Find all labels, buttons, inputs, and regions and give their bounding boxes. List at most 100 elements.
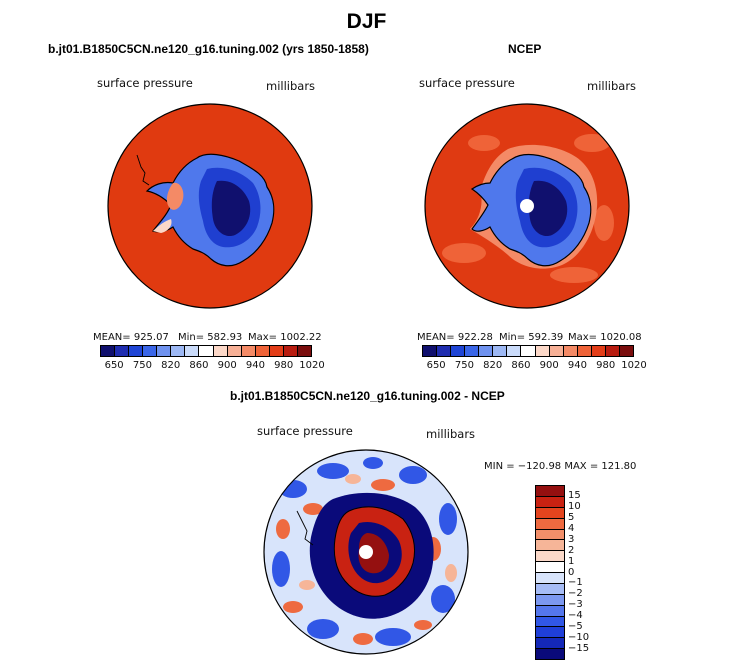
diff-units-label: millibars <box>426 427 476 441</box>
diff-colorbar-tick-label: −3 <box>568 599 583 611</box>
right-colorbar-swatch <box>423 346 438 356</box>
left-colorbar-swatch <box>213 346 228 356</box>
right-colorbar-tick-label: 1020 <box>621 360 647 371</box>
diff-variable-label: surface pressure <box>257 424 353 438</box>
right-colorbar-tick-label: 980 <box>596 360 616 371</box>
left-panel-title: b.jt01.B1850C5CN.ne120_g16.tuning.002 (y… <box>48 42 369 56</box>
left-colorbar-swatch <box>101 346 116 356</box>
diff-colorbar-tick-label: 5 <box>568 511 575 523</box>
left-colorbar-swatch <box>171 346 186 356</box>
diff-colorbar-swatch <box>536 627 564 639</box>
diff-colorbar-tick-label: 10 <box>568 500 581 512</box>
right-colorbar-swatch <box>591 346 606 356</box>
right-colorbar-tick-label: 860 <box>511 360 531 371</box>
left-colorbar-swatch <box>143 346 158 356</box>
right-colorbar-swatch <box>577 346 592 356</box>
left-min-stat: Min= 582.93 <box>178 332 243 343</box>
diff-polar-map <box>263 449 469 655</box>
diff-colorbar-tick-label: 4 <box>568 522 575 534</box>
right-colorbar-tick-label: 750 <box>454 360 474 371</box>
right-colorbar-swatch <box>451 346 466 356</box>
left-colorbar-swatch <box>157 346 172 356</box>
diff-colorbar-tick-label: 0 <box>568 566 575 578</box>
diff-colorbar-tick-label: 3 <box>568 533 575 545</box>
left-colorbar-tick-label: 1020 <box>299 360 325 371</box>
right-colorbar-swatch <box>493 346 508 356</box>
left-colorbar-tick-label: 820 <box>161 360 181 371</box>
right-colorbar-swatch <box>521 346 536 356</box>
diff-colorbar-swatch <box>536 507 564 519</box>
right-colorbar-tick-label: 940 <box>567 360 587 371</box>
diff-colorbar-tick-label: −5 <box>568 621 583 633</box>
diff-colorbar-swatch <box>536 605 564 617</box>
diff-colorbar-swatch <box>536 540 564 552</box>
left-colorbar-tick-label: 940 <box>245 360 265 371</box>
right-max-stat: Max= 1020.08 <box>568 332 642 343</box>
diff-colorbar-swatch <box>536 529 564 541</box>
right-mean-stat: MEAN= 922.28 <box>417 332 493 343</box>
right-colorbar-swatch <box>549 346 564 356</box>
diff-colorbar-swatch <box>536 573 564 584</box>
right-colorbar-swatch <box>479 346 494 356</box>
diff-colorbar-swatch <box>536 562 564 573</box>
right-colorbar-swatch <box>465 346 480 356</box>
left-colorbar-tick-label: 650 <box>104 360 124 371</box>
diff-colorbar-tick-label: 2 <box>568 544 575 556</box>
diff-colorbar <box>535 485 565 660</box>
diff-colorbar-swatch <box>536 518 564 530</box>
main-title: DJF <box>346 10 387 33</box>
right-colorbar-tick-label: 820 <box>483 360 503 371</box>
right-colorbar-swatch <box>507 346 522 356</box>
right-units-label: millibars <box>587 79 637 93</box>
left-polar-map <box>107 103 313 309</box>
left-colorbar-swatch <box>269 346 284 356</box>
diff-colorbar-swatch <box>536 486 564 497</box>
left-colorbar-tick-label: 980 <box>274 360 294 371</box>
right-colorbar-swatch <box>619 346 633 356</box>
left-colorbar-swatch <box>241 346 256 356</box>
right-colorbar-tick-label: 900 <box>539 360 559 371</box>
diff-colorbar-swatch <box>536 594 564 606</box>
right-panel-title: NCEP <box>508 42 542 56</box>
right-colorbar-swatch <box>535 346 550 356</box>
diff-colorbar-tick-label: −4 <box>568 610 583 622</box>
diff-colorbar-tick-label: −15 <box>568 643 590 655</box>
left-variable-label: surface pressure <box>97 76 193 90</box>
right-colorbar <box>422 345 634 357</box>
right-colorbar-swatch <box>605 346 620 356</box>
diff-colorbar-swatch <box>536 496 564 508</box>
left-max-stat: Max= 1002.22 <box>248 332 322 343</box>
left-colorbar-swatch <box>199 346 214 356</box>
left-colorbar-swatch <box>227 346 242 356</box>
left-colorbar-tick-label: 900 <box>217 360 237 371</box>
left-units-label: millibars <box>266 79 316 93</box>
diff-colorbar-swatch <box>536 551 564 563</box>
left-mean-stat: MEAN= 925.07 <box>93 332 169 343</box>
right-variable-label: surface pressure <box>419 76 515 90</box>
diff-colorbar-swatch <box>536 649 564 659</box>
right-min-stat: Min= 592.39 <box>499 332 564 343</box>
diff-minmax-stat: MIN = −120.98 MAX = 121.80 <box>484 461 637 472</box>
left-colorbar-swatch <box>115 346 130 356</box>
diff-colorbar-tick-label: −10 <box>568 632 590 644</box>
diff-panel-title: b.jt01.B1850C5CN.ne120_g16.tuning.002 - … <box>230 389 505 403</box>
right-colorbar-tick-label: 650 <box>426 360 446 371</box>
diff-colorbar-swatch <box>536 583 564 595</box>
diff-colorbar-swatch <box>536 616 564 628</box>
left-colorbar-swatch <box>129 346 144 356</box>
diff-colorbar-swatch <box>536 638 564 650</box>
right-colorbar-swatch <box>563 346 578 356</box>
left-colorbar-swatch <box>185 346 200 356</box>
left-colorbar <box>100 345 312 357</box>
left-colorbar-swatch <box>255 346 270 356</box>
right-colorbar-swatch <box>437 346 452 356</box>
right-polar-map <box>424 103 630 309</box>
diff-colorbar-tick-label: −1 <box>568 577 583 589</box>
left-colorbar-tick-label: 750 <box>132 360 152 371</box>
diff-colorbar-tick-label: −2 <box>568 588 583 600</box>
left-colorbar-swatch <box>297 346 311 356</box>
diff-colorbar-tick-label: 1 <box>568 555 575 567</box>
diff-colorbar-tick-label: 15 <box>568 489 581 501</box>
left-colorbar-swatch <box>283 346 298 356</box>
left-colorbar-tick-label: 860 <box>189 360 209 371</box>
